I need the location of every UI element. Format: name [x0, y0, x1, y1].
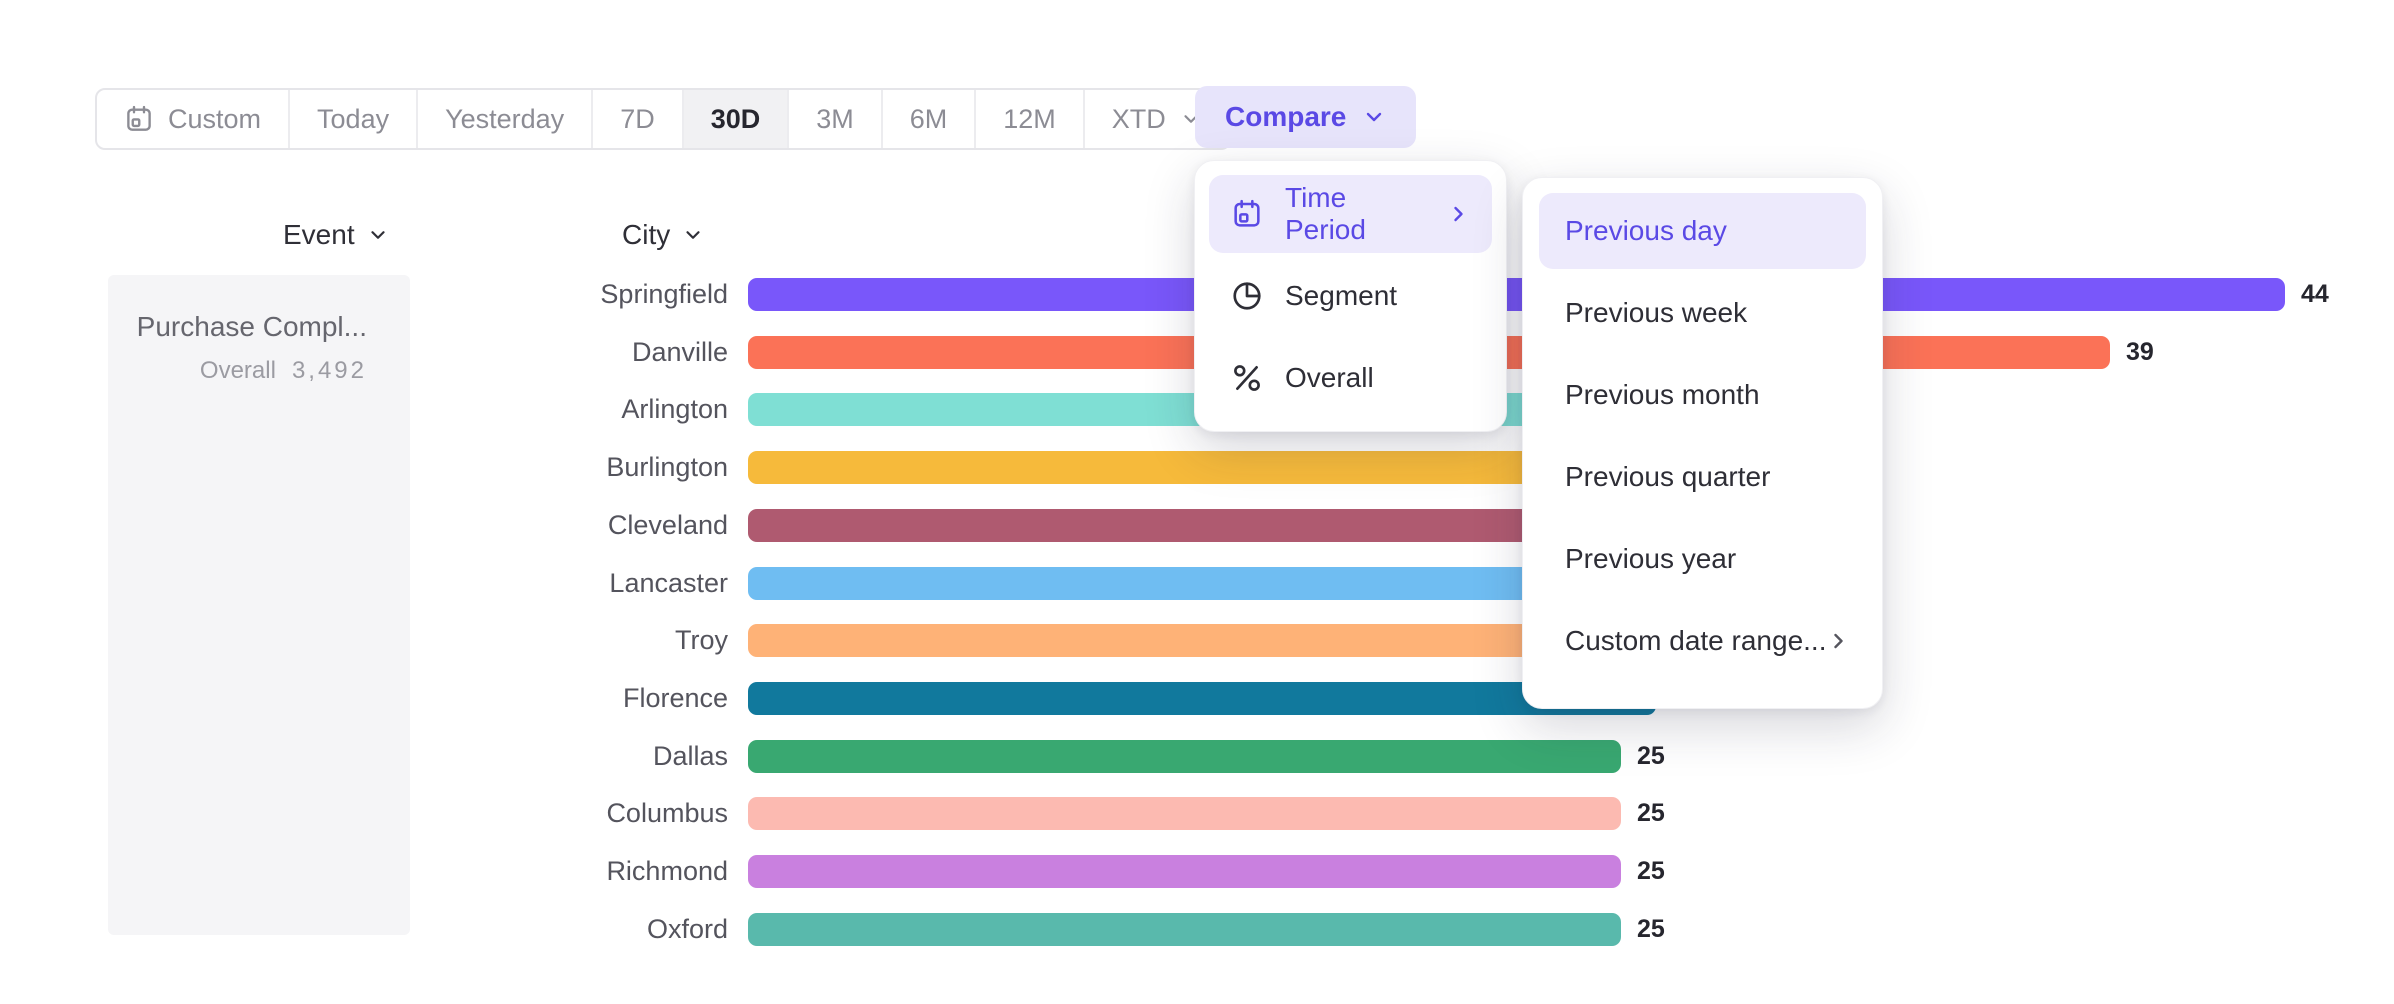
- toolbar-item-label: Today: [317, 103, 390, 134]
- toolbar-item-label: 3M: [816, 103, 854, 134]
- city-header-label: City: [622, 219, 671, 250]
- bar-value-springfield: 44: [2301, 280, 2329, 308]
- bar-label-richmond: Richmond: [606, 856, 728, 886]
- toolbar-item-label: 12M: [1003, 103, 1056, 134]
- percent-icon: [1231, 362, 1263, 394]
- menu-item-label: Overall: [1285, 362, 1374, 393]
- bar-label-florence: Florence: [622, 683, 728, 713]
- bar-value-oxford: 25: [1637, 915, 1665, 943]
- submenu-item-label: Previous day: [1565, 215, 1727, 246]
- bar-dallas[interactable]: [748, 740, 1621, 773]
- bar-florence[interactable]: [748, 682, 1656, 715]
- bar-label-arlington: Arlington: [621, 394, 728, 424]
- toolbar-item-3m[interactable]: 3M: [789, 90, 883, 148]
- calendar-icon: [1231, 198, 1263, 230]
- toolbar-item-custom[interactable]: Custom: [97, 90, 291, 148]
- submenu-item-label: Previous month: [1565, 379, 1760, 410]
- submenu-item-label: Custom date range...: [1565, 625, 1827, 656]
- bar-label-columbus: Columbus: [606, 798, 728, 828]
- bar-value-danville: 39: [2126, 338, 2154, 366]
- compare-menu: Time Period Segment Overall: [1194, 160, 1507, 432]
- bar-springfield[interactable]: [748, 278, 2285, 311]
- bar-label-oxford: Oxford: [646, 914, 728, 944]
- submenu-item-previous-day[interactable]: Previous day: [1539, 193, 1866, 269]
- toolbar-item-7d[interactable]: 7D: [593, 90, 684, 148]
- chevron-down-icon: [367, 224, 389, 246]
- toolbar-item-yesterday[interactable]: Yesterday: [418, 90, 594, 148]
- overall-label: Overall: [199, 357, 276, 384]
- bar-label-burlington: Burlington: [606, 452, 728, 482]
- event-overall: Overall 3,492: [124, 357, 367, 385]
- menu-item-segment[interactable]: Segment: [1209, 257, 1492, 335]
- toolbar-item-12m[interactable]: 12M: [976, 90, 1085, 148]
- bar-value-dallas: 25: [1637, 742, 1665, 770]
- toolbar-item-6m[interactable]: 6M: [883, 90, 977, 148]
- event-header-label: Event: [283, 219, 355, 250]
- compare-button[interactable]: Compare: [1195, 86, 1417, 148]
- date-range-toolbar: Custom Today Yesterday 7D 30D 3M 6M 12M XTD: [95, 88, 1231, 150]
- bar-value-columbus: 25: [1637, 799, 1665, 827]
- submenu-item-label: Previous week: [1565, 297, 1748, 328]
- city-column-header[interactable]: City: [622, 219, 704, 251]
- toolbar-item-label: Custom: [168, 103, 262, 134]
- bar-oxford[interactable]: [748, 913, 1621, 946]
- event-name: Purchase Compl...: [136, 311, 367, 342]
- toolbar-item-label: 7D: [620, 103, 655, 134]
- toolbar-item-today[interactable]: Today: [290, 90, 419, 148]
- chevron-down-icon: [682, 224, 704, 246]
- menu-item-label: Time Period: [1285, 182, 1366, 245]
- bar-label-dallas: Dallas: [652, 741, 728, 771]
- chevron-down-icon: [1180, 108, 1202, 130]
- toolbar-item-30d[interactable]: 30D: [683, 90, 790, 148]
- chevron-right-icon: [1826, 629, 1850, 653]
- event-column-header[interactable]: Event: [283, 219, 389, 251]
- toolbar-item-label: XTD: [1111, 103, 1166, 134]
- submenu-item-previous-quarter[interactable]: Previous quarter: [1539, 439, 1866, 515]
- bar-value-richmond: 25: [1637, 857, 1665, 885]
- submenu-item-previous-week[interactable]: Previous week: [1539, 275, 1866, 351]
- toolbar-item-label: 30D: [710, 103, 761, 134]
- compare-button-label: Compare: [1225, 101, 1347, 132]
- chevron-right-icon: [1446, 202, 1470, 226]
- menu-item-label: Segment: [1285, 280, 1398, 311]
- toolbar-item-xtd[interactable]: XTD: [1085, 90, 1229, 148]
- bar-label-danville: Danville: [631, 337, 728, 367]
- segment-icon: [1231, 280, 1263, 312]
- bar-label-troy: Troy: [675, 625, 728, 655]
- event-card[interactable]: Purchase Compl... Overall 3,492: [108, 275, 410, 935]
- calendar-icon: [124, 104, 154, 134]
- overall-value: 3,492: [291, 357, 367, 384]
- bar-columbus[interactable]: [748, 797, 1621, 830]
- submenu-item-label: Previous quarter: [1565, 461, 1771, 492]
- submenu-item-previous-month[interactable]: Previous month: [1539, 357, 1866, 433]
- submenu-item-custom-date-range[interactable]: Custom date range...: [1539, 603, 1866, 679]
- bar-label-cleveland: Cleveland: [607, 510, 728, 540]
- bar-label-springfield: Springfield: [600, 279, 728, 309]
- toolbar-item-label: 6M: [909, 103, 948, 134]
- submenu-item-previous-year[interactable]: Previous year: [1539, 521, 1866, 597]
- chevron-down-icon: [1362, 105, 1386, 129]
- submenu-item-label: Previous year: [1565, 543, 1737, 574]
- time-period-submenu: Previous day Previous week Previous month P…: [1522, 177, 1883, 709]
- bar-richmond[interactable]: [748, 855, 1621, 888]
- bar-label-lancaster: Lancaster: [609, 568, 728, 598]
- menu-item-time-period[interactable]: Time Period: [1209, 175, 1492, 253]
- menu-item-overall[interactable]: Overall: [1209, 339, 1492, 417]
- toolbar-item-label: Yesterday: [445, 103, 565, 134]
